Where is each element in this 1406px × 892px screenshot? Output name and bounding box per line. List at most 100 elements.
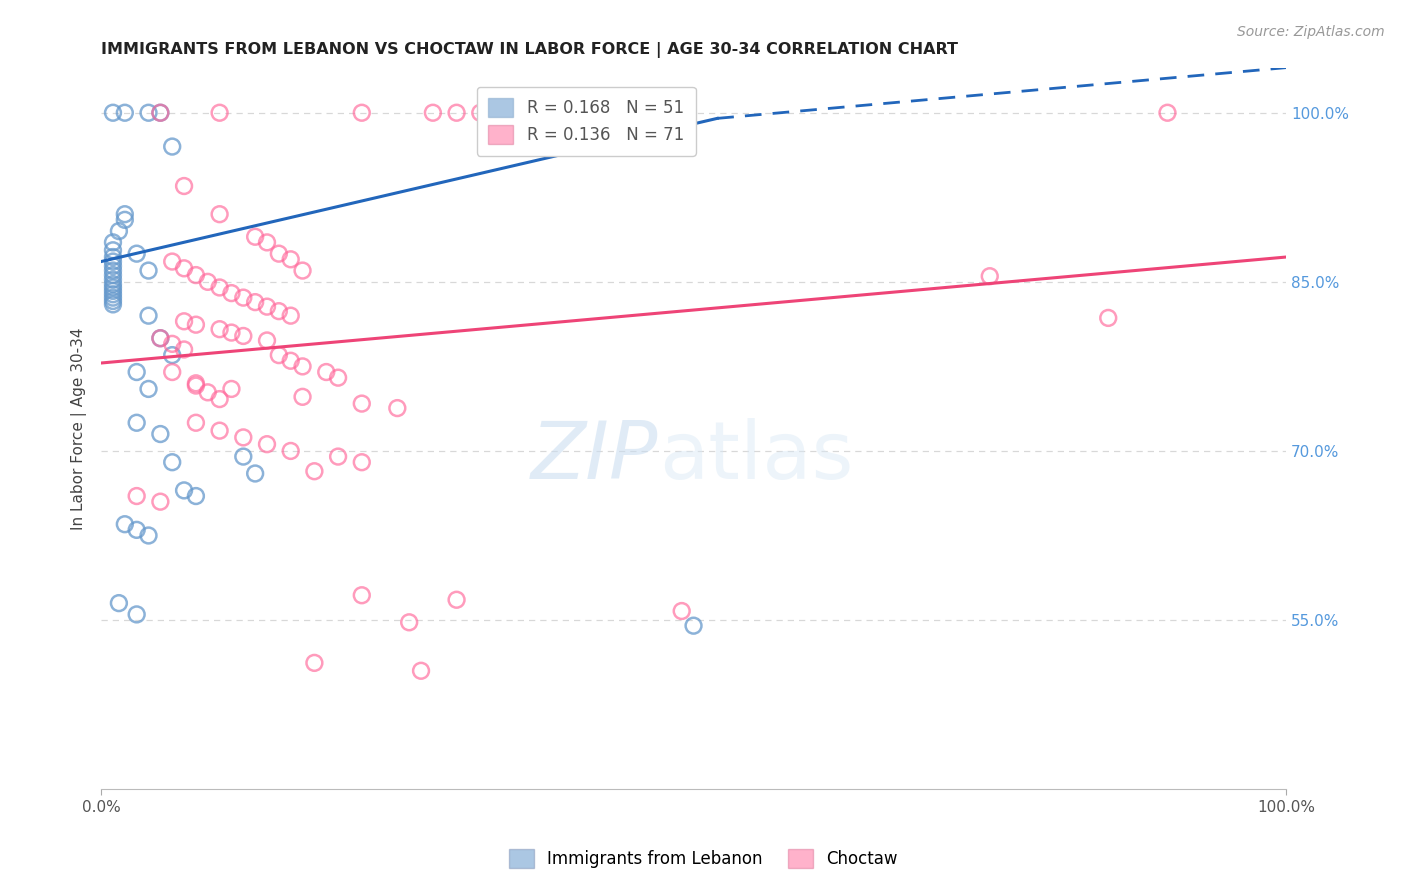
Point bbox=[208, 105, 231, 120]
Point bbox=[149, 105, 172, 120]
Point bbox=[267, 304, 290, 318]
Point bbox=[232, 329, 254, 343]
Point bbox=[671, 604, 693, 618]
Point bbox=[291, 390, 314, 404]
Point bbox=[138, 382, 160, 396]
Point bbox=[304, 656, 326, 670]
Point bbox=[280, 309, 302, 323]
Point bbox=[173, 314, 195, 328]
Point bbox=[232, 430, 254, 444]
Point bbox=[350, 105, 373, 120]
Point bbox=[101, 291, 124, 305]
Point bbox=[291, 359, 314, 374]
Point bbox=[160, 139, 183, 153]
Legend: R = 0.168   N = 51, R = 0.136   N = 71: R = 0.168 N = 51, R = 0.136 N = 71 bbox=[477, 87, 696, 156]
Point bbox=[184, 318, 207, 332]
Point bbox=[160, 254, 183, 268]
Point bbox=[138, 105, 160, 120]
Point bbox=[387, 401, 409, 416]
Point bbox=[446, 592, 468, 607]
Point bbox=[114, 105, 136, 120]
Point bbox=[243, 467, 266, 481]
Point bbox=[101, 250, 124, 264]
Point bbox=[350, 588, 373, 602]
Point bbox=[173, 483, 195, 498]
Point bbox=[208, 392, 231, 406]
Point bbox=[125, 523, 148, 537]
Point bbox=[422, 105, 444, 120]
Point bbox=[409, 664, 432, 678]
Point bbox=[114, 517, 136, 532]
Point bbox=[221, 326, 243, 340]
Point bbox=[243, 295, 266, 310]
Point bbox=[173, 261, 195, 276]
Point bbox=[446, 105, 468, 120]
Point bbox=[197, 275, 219, 289]
Point bbox=[350, 455, 373, 469]
Point bbox=[101, 272, 124, 286]
Point bbox=[114, 212, 136, 227]
Point bbox=[125, 489, 148, 503]
Point bbox=[221, 382, 243, 396]
Point bbox=[160, 348, 183, 362]
Point bbox=[149, 105, 172, 120]
Text: IMMIGRANTS FROM LEBANON VS CHOCTAW IN LABOR FORCE | AGE 30-34 CORRELATION CHART: IMMIGRANTS FROM LEBANON VS CHOCTAW IN LA… bbox=[101, 42, 957, 58]
Point bbox=[208, 322, 231, 336]
Point bbox=[256, 334, 278, 348]
Point bbox=[184, 489, 207, 503]
Point bbox=[280, 252, 302, 267]
Point bbox=[398, 615, 420, 630]
Point bbox=[184, 378, 207, 392]
Point bbox=[256, 437, 278, 451]
Point bbox=[101, 105, 124, 120]
Text: atlas: atlas bbox=[659, 417, 853, 496]
Point bbox=[243, 229, 266, 244]
Point bbox=[256, 300, 278, 314]
Point bbox=[108, 224, 131, 238]
Point bbox=[184, 416, 207, 430]
Point bbox=[208, 280, 231, 294]
Point bbox=[256, 235, 278, 250]
Point bbox=[1156, 105, 1178, 120]
Point bbox=[114, 207, 136, 221]
Point bbox=[101, 280, 124, 294]
Text: Source: ZipAtlas.com: Source: ZipAtlas.com bbox=[1237, 25, 1385, 39]
Point bbox=[350, 396, 373, 410]
Point bbox=[267, 246, 290, 260]
Point bbox=[470, 105, 492, 120]
Point bbox=[101, 293, 124, 308]
Point bbox=[101, 263, 124, 277]
Point bbox=[101, 277, 124, 291]
Point bbox=[160, 455, 183, 469]
Point bbox=[232, 291, 254, 305]
Point bbox=[315, 365, 337, 379]
Point bbox=[138, 528, 160, 542]
Point bbox=[125, 416, 148, 430]
Point bbox=[160, 365, 183, 379]
Point bbox=[280, 444, 302, 458]
Point bbox=[267, 348, 290, 362]
Point bbox=[101, 297, 124, 311]
Point bbox=[197, 385, 219, 400]
Point bbox=[326, 370, 349, 384]
Point bbox=[101, 254, 124, 268]
Point bbox=[979, 269, 1001, 284]
Point bbox=[208, 424, 231, 438]
Point bbox=[101, 259, 124, 273]
Y-axis label: In Labor Force | Age 30-34: In Labor Force | Age 30-34 bbox=[72, 327, 87, 530]
Point bbox=[149, 427, 172, 442]
Point bbox=[149, 331, 172, 345]
Point bbox=[160, 336, 183, 351]
Point bbox=[173, 179, 195, 194]
Point bbox=[184, 268, 207, 282]
Text: ZIP: ZIP bbox=[530, 417, 658, 496]
Point bbox=[138, 263, 160, 277]
Point bbox=[221, 286, 243, 301]
Point bbox=[101, 284, 124, 298]
Point bbox=[125, 607, 148, 622]
Point bbox=[125, 246, 148, 260]
Point bbox=[149, 331, 172, 345]
Point bbox=[149, 494, 172, 508]
Point bbox=[101, 287, 124, 301]
Point bbox=[101, 235, 124, 250]
